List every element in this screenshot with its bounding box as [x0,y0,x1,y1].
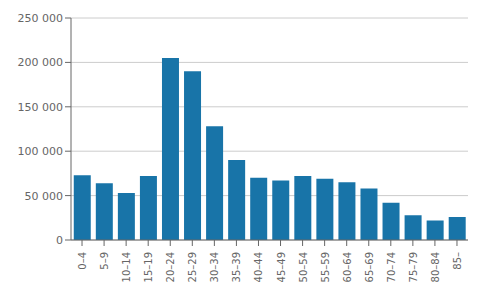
svg-text:250 000: 250 000 [18,12,64,25]
svg-text:20–24: 20–24 [165,252,176,282]
svg-text:0–4: 0–4 [77,252,88,270]
svg-text:80–84: 80–84 [430,252,441,282]
svg-text:15–19: 15–19 [143,252,154,282]
svg-text:150 000: 150 000 [18,101,64,114]
svg-text:25–29: 25–29 [187,252,198,282]
svg-text:30–34: 30–34 [209,252,220,282]
svg-text:65–69: 65–69 [364,252,375,282]
svg-text:10–14: 10–14 [121,252,132,282]
svg-text:75–79: 75–79 [408,252,419,282]
svg-text:5–9: 5–9 [99,252,110,270]
svg-text:55–59: 55–59 [320,252,331,282]
svg-text:85–: 85– [452,252,463,270]
svg-text:40–44: 40–44 [253,252,264,282]
svg-text:70–74: 70–74 [386,252,397,282]
svg-text:100 000: 100 000 [18,145,64,158]
svg-text:45–49: 45–49 [276,252,287,282]
svg-text:200 000: 200 000 [18,56,64,69]
svg-text:60–64: 60–64 [342,252,353,282]
svg-text:35–39: 35–39 [231,252,242,282]
svg-text:50–54: 50–54 [298,252,309,282]
svg-text:50 000: 50 000 [25,190,64,203]
svg-text:0: 0 [56,234,63,247]
